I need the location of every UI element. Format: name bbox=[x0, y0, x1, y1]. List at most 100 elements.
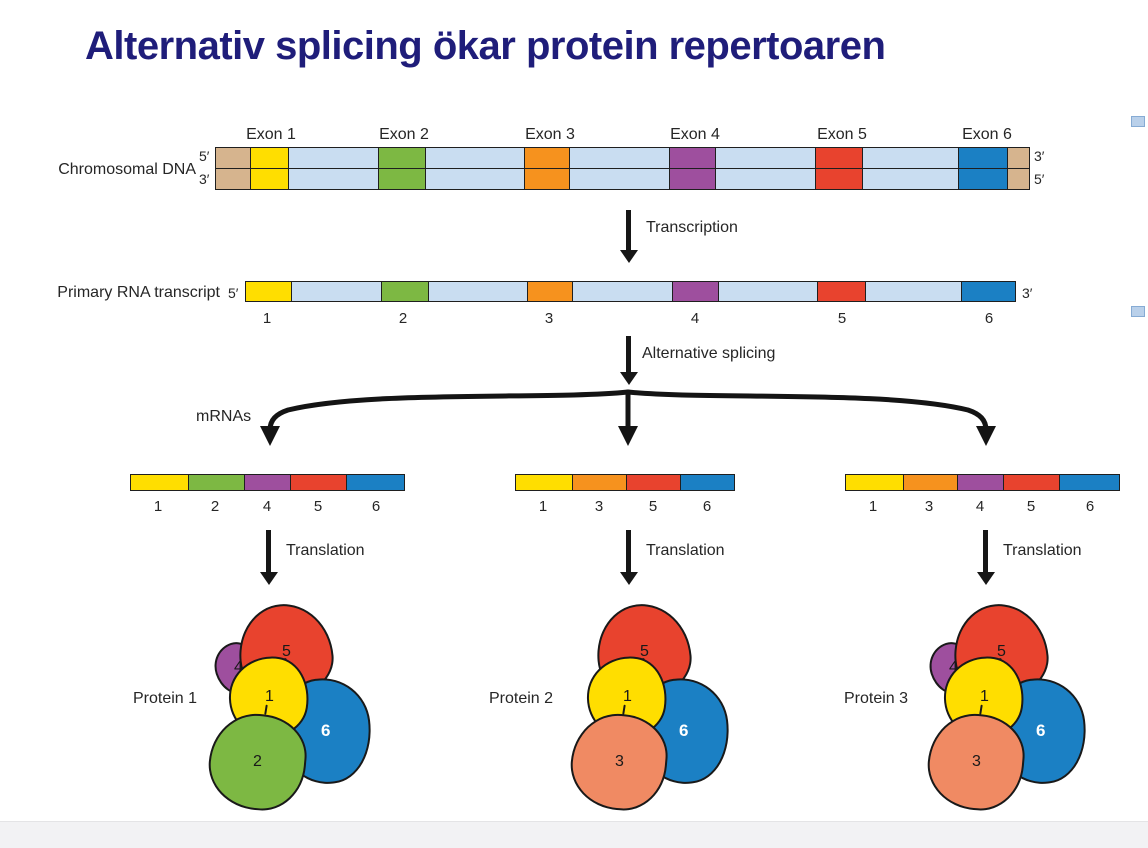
dna-exon-6-segment bbox=[958, 148, 1008, 168]
rna-intron-segment bbox=[572, 282, 672, 301]
rna-exon-number: 2 bbox=[398, 310, 408, 327]
rna-exon-number: 3 bbox=[544, 310, 554, 327]
mrna-exon-1-segment bbox=[516, 475, 573, 490]
dna-exon-5-segment bbox=[814, 148, 863, 168]
mrna-exon-number: 2 bbox=[210, 498, 220, 515]
dna-end-segment bbox=[216, 169, 250, 189]
rna-exon-6-segment bbox=[961, 282, 1015, 301]
subunit-number: 1 bbox=[264, 688, 274, 705]
subunit-number: 6 bbox=[1036, 721, 1046, 740]
mrna-exon-6-segment bbox=[679, 475, 734, 490]
dna-intron-segment bbox=[714, 169, 815, 189]
fold-line bbox=[621, 704, 626, 715]
protein-1-structure: 4 5 6 1 2 bbox=[193, 598, 383, 816]
dna-right-3prime-label: 3′ bbox=[1034, 148, 1045, 164]
translation-arrow-1 bbox=[266, 530, 271, 572]
mrna-exon-5-segment bbox=[1002, 475, 1060, 490]
subunit-number: 6 bbox=[321, 721, 331, 740]
scrollbar-marker-bottom[interactable] bbox=[1131, 306, 1145, 317]
chromosomal-dna-label: Chromosomal DNA bbox=[58, 161, 196, 178]
subunit-number: 3 bbox=[614, 753, 624, 770]
mrna-exon-5-segment bbox=[289, 475, 347, 490]
protein-3-label: Protein 3 bbox=[844, 690, 909, 707]
dna-end-segment bbox=[1007, 169, 1030, 189]
primary-transcript-bar bbox=[245, 281, 1016, 302]
rna-3prime-label: 3′ bbox=[1022, 285, 1033, 301]
exon-4-label: Exon 4 bbox=[670, 126, 720, 143]
rna-exon-3-segment bbox=[527, 282, 573, 301]
rna-intron-segment bbox=[290, 282, 381, 301]
mrnas-label: mRNAs bbox=[196, 408, 252, 425]
protein-2-label: Protein 2 bbox=[489, 690, 554, 707]
dna-exon-6-segment bbox=[958, 169, 1008, 189]
translation-label-1: Translation bbox=[286, 542, 365, 559]
mrna-2-bar bbox=[515, 474, 735, 491]
subunit-number: 2 bbox=[253, 753, 262, 770]
dna-exon-1-segment bbox=[249, 169, 288, 189]
mrna-exon-1-segment bbox=[131, 475, 188, 490]
exon-1-label: Exon 1 bbox=[246, 126, 296, 143]
protein-2-structure: 5 6 1 3 bbox=[551, 598, 741, 816]
dna-bottom-strand bbox=[216, 168, 1030, 189]
dna-exon-2-segment bbox=[377, 148, 425, 168]
subunit-number: 1 bbox=[622, 688, 632, 705]
dna-exon-4-segment bbox=[668, 148, 715, 168]
dna-top-strand bbox=[216, 148, 1030, 168]
mrna-exon-3-segment bbox=[902, 475, 958, 490]
dna-intron-segment bbox=[424, 148, 525, 168]
dna-end-segment bbox=[216, 148, 250, 168]
subunit-number: 6 bbox=[679, 721, 689, 740]
dna-intron-segment bbox=[424, 169, 525, 189]
transcription-label: Transcription bbox=[646, 219, 738, 236]
rna-exon-1-segment bbox=[246, 282, 291, 301]
mrna-exon-number: 3 bbox=[594, 498, 604, 515]
mrna-exon-number: 1 bbox=[538, 498, 548, 515]
mrna-3-bar bbox=[845, 474, 1120, 491]
alternative-splicing-arrow bbox=[626, 336, 631, 372]
rna-exon-number: 6 bbox=[984, 310, 994, 327]
translation-arrow-3 bbox=[983, 530, 988, 572]
primary-transcript-label: Primary RNA transcript bbox=[57, 284, 220, 301]
dna-exon-3-segment bbox=[524, 169, 570, 189]
exon-5-label: Exon 5 bbox=[817, 126, 867, 143]
rna-exon-number: 1 bbox=[262, 310, 272, 327]
rna-exon-5-segment bbox=[817, 282, 866, 301]
bottom-strip bbox=[0, 821, 1148, 848]
scrollbar-marker-top[interactable] bbox=[1131, 116, 1145, 127]
protein-3-structure: 4 5 6 1 3 bbox=[908, 598, 1098, 816]
rna-exon-4-segment bbox=[671, 282, 718, 301]
translation-label-2: Translation bbox=[646, 542, 725, 559]
protein-1-label: Protein 1 bbox=[133, 690, 198, 707]
exon-6-label: Exon 6 bbox=[962, 126, 1012, 143]
dna-intron-segment bbox=[287, 169, 378, 189]
mrna-exon-2-segment bbox=[187, 475, 245, 490]
translation-label-3: Translation bbox=[1003, 542, 1082, 559]
dna-exon-2-segment bbox=[377, 169, 425, 189]
mrna-exon-number: 5 bbox=[648, 498, 658, 515]
fold-line bbox=[978, 704, 983, 715]
rna-intron-segment bbox=[427, 282, 528, 301]
mrna-exon-number: 6 bbox=[371, 498, 381, 515]
exon-3-label: Exon 3 bbox=[525, 126, 575, 143]
dna-exon-1-segment bbox=[249, 148, 288, 168]
dna-right-5prime-label: 5′ bbox=[1034, 171, 1045, 187]
rna-exon-number: 4 bbox=[690, 310, 700, 327]
fold-line bbox=[263, 704, 268, 715]
dna-exon-3-segment bbox=[524, 148, 570, 168]
dna-left-5prime-label: 5′ bbox=[199, 148, 210, 164]
dna-intron-segment bbox=[862, 169, 959, 189]
mrna-exon-number: 6 bbox=[1085, 498, 1095, 515]
dna-intron-segment bbox=[287, 148, 378, 168]
dna-exon-5-segment bbox=[814, 169, 863, 189]
slide-title: Alternativ splicing ökar protein reperto… bbox=[85, 24, 886, 68]
dna-intron-segment bbox=[569, 148, 669, 168]
mrna-exon-3-segment bbox=[572, 475, 626, 490]
translation-arrow-2 bbox=[626, 530, 631, 572]
chromosomal-dna-bar bbox=[215, 147, 1030, 190]
mrna-exon-6-segment bbox=[1059, 475, 1119, 490]
mrna-exon-number: 5 bbox=[313, 498, 323, 515]
mrna-exon-number: 3 bbox=[924, 498, 934, 515]
exon-2-label: Exon 2 bbox=[379, 126, 429, 143]
mrna-exon-number: 1 bbox=[868, 498, 878, 515]
